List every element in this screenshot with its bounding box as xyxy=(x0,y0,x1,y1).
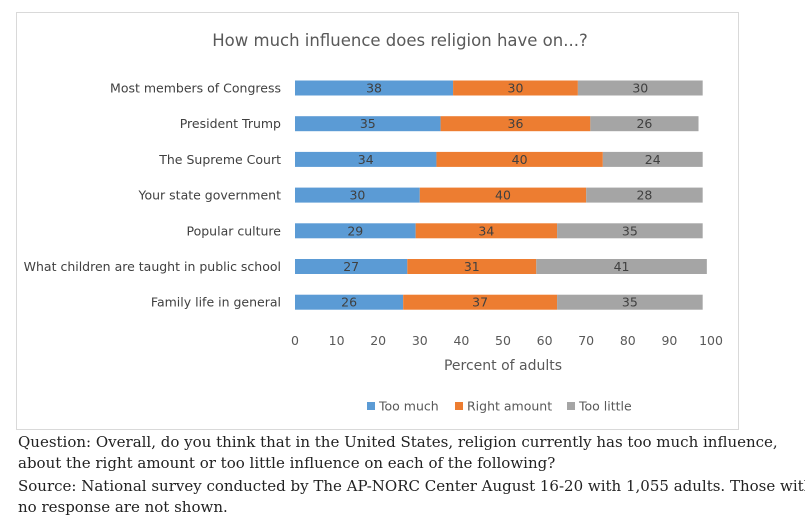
bar-segment xyxy=(436,151,603,167)
bar-value-label: 38 xyxy=(366,81,382,96)
legend-swatch xyxy=(455,402,463,410)
chart-area: How much influence does religion have on… xyxy=(16,12,739,430)
legend-swatch xyxy=(567,402,575,410)
x-tick-label: 70 xyxy=(578,333,594,348)
bar-segment xyxy=(295,151,437,167)
bar-value-label: 30 xyxy=(508,81,524,96)
legend-label: Right amount xyxy=(467,399,552,414)
x-tick-label: 30 xyxy=(412,333,428,348)
source-caption-line-1: Source: National survey conducted by The… xyxy=(18,477,805,495)
chart-title: How much influence does religion have on… xyxy=(212,31,587,50)
bar-segment xyxy=(403,294,558,310)
bar-value-label: 30 xyxy=(632,81,648,96)
bar-segment xyxy=(295,294,404,310)
bar-segment xyxy=(536,259,707,274)
bar-value-label: 31 xyxy=(464,259,480,274)
bar-group: 38 30 30 35 36 26 34 40 24 30 40 28 29 34 35 27 31 41 26 37… xyxy=(295,80,707,310)
bar-value-label: 35 xyxy=(622,223,638,238)
bar-value-label: 40 xyxy=(495,188,511,203)
bar-value-label: 26 xyxy=(636,116,652,131)
bar-segment xyxy=(295,187,420,203)
x-tick-label: 60 xyxy=(537,333,553,348)
bar-value-label: 30 xyxy=(349,188,365,203)
bar-value-label: 34 xyxy=(358,152,374,167)
legend-label: Too much xyxy=(378,399,439,414)
x-tick-label: 100 xyxy=(699,333,723,348)
bar-segment xyxy=(557,223,703,239)
stacked-bar-chart: How much influence does religion have on… xyxy=(24,31,723,414)
bar-value-label: 27 xyxy=(343,259,359,274)
bar-value-label: 26 xyxy=(341,295,357,310)
bar-segment xyxy=(453,80,578,96)
bar-value-label: 28 xyxy=(636,188,652,203)
x-tick-label: 0 xyxy=(291,333,299,348)
bar-value-label: 35 xyxy=(622,295,638,310)
x-axis-label: Percent of adults xyxy=(444,358,562,374)
bar-segment xyxy=(295,223,416,239)
bar-segment xyxy=(602,151,703,167)
category-label: What children are taught in public schoo… xyxy=(24,259,281,274)
category-label: Your state government xyxy=(138,188,282,203)
x-tick-label: 50 xyxy=(495,333,511,348)
x-axis-ticks: 0 10 20 30 40 50 60 70 80 90 100 xyxy=(291,333,723,348)
bar-segment xyxy=(415,223,558,239)
bar-segment xyxy=(295,116,441,132)
question-caption-line-1: Question: Overall, do you think that in … xyxy=(18,433,778,451)
x-tick-label: 10 xyxy=(329,333,345,348)
bar-value-label: 41 xyxy=(614,259,630,274)
bar-segment xyxy=(557,294,703,310)
bar-segment xyxy=(419,187,587,203)
category-label: Most members of Congress xyxy=(110,81,281,96)
bar-value-label: 29 xyxy=(347,223,363,238)
bar-segment xyxy=(590,116,699,132)
x-tick-label: 20 xyxy=(370,333,386,348)
legend-label: Too little xyxy=(578,399,632,414)
category-label: Popular culture xyxy=(187,223,282,238)
x-tick-label: 40 xyxy=(453,333,469,348)
category-label: Family life in general xyxy=(151,295,281,310)
category-label: President Trump xyxy=(180,116,281,131)
question-caption-line-2: about the right amount or too little inf… xyxy=(18,454,556,472)
bar-segment xyxy=(295,80,454,96)
bar-value-label: 35 xyxy=(360,116,376,131)
bar-segment xyxy=(586,187,703,203)
bar-value-label: 40 xyxy=(512,152,528,167)
legend: Too much Right amount Too little xyxy=(367,399,632,414)
bar-value-label: 36 xyxy=(508,116,524,131)
bar-segment xyxy=(407,259,537,274)
category-label: The Supreme Court xyxy=(158,152,281,167)
x-tick-label: 80 xyxy=(620,333,636,348)
bar-segment xyxy=(295,259,408,274)
legend-swatch xyxy=(367,402,375,410)
x-tick-label: 90 xyxy=(661,333,677,348)
bar-value-label: 37 xyxy=(472,295,488,310)
source-caption-line-2: no response are not shown. xyxy=(18,498,228,516)
bar-segment xyxy=(577,80,703,96)
bar-value-label: 24 xyxy=(645,152,661,167)
bar-value-label: 34 xyxy=(478,223,494,238)
category-labels: Most members of Congress President Trump T… xyxy=(24,81,282,310)
bar-segment xyxy=(440,116,591,132)
